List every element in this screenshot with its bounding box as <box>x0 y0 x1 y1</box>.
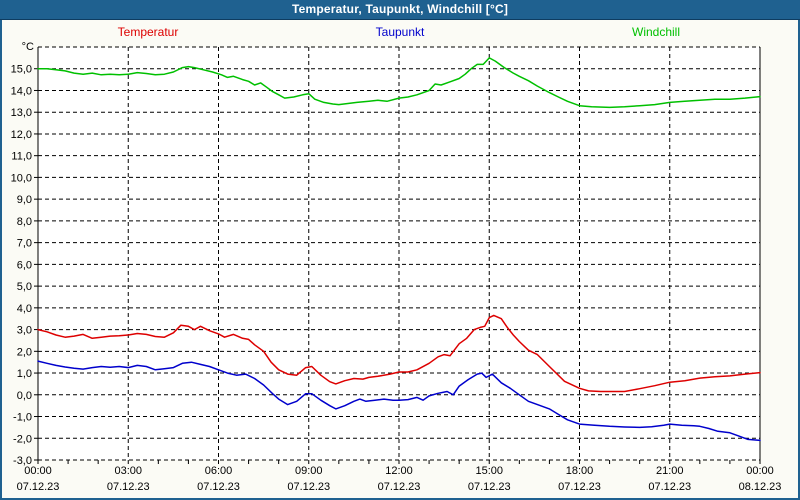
x-tick-time-label: 00:00 <box>24 465 52 477</box>
y-tick-label: -2,0 <box>13 433 32 445</box>
y-tick-label: 11,0 <box>11 151 32 163</box>
x-tick-date-label: 07.12.23 <box>648 481 691 493</box>
y-axis-unit-label: °C <box>21 41 34 53</box>
x-tick-date-label: 08.12.23 <box>739 481 782 493</box>
x-tick-date-label: 07.12.23 <box>558 481 601 493</box>
x-tick-time-label: 15:00 <box>475 465 503 477</box>
y-tick-label: 6,0 <box>17 259 32 271</box>
legend-item-temperatur: Temperatur <box>117 25 179 39</box>
legend-item-taupunkt: Taupunkt <box>375 25 425 39</box>
y-tick-label: 13,0 <box>11 107 32 119</box>
y-tick-label: 2,0 <box>17 346 32 358</box>
y-tick-label: 12,0 <box>11 129 32 141</box>
x-tick-date-label: 07.12.23 <box>197 481 240 493</box>
y-tick-label: 4,0 <box>17 303 32 315</box>
y-tick-label: 8,0 <box>17 216 32 228</box>
x-tick-date-label: 07.12.23 <box>107 481 150 493</box>
y-tick-label: 15,0 <box>11 64 32 76</box>
series-line-taupunkt <box>37 360 761 442</box>
y-tick-label: 1,0 <box>17 368 32 380</box>
x-tick-time-label: 21:00 <box>656 465 684 477</box>
x-tick-date-label: 07.12.23 <box>287 481 330 493</box>
y-tick-label: 14,0 <box>11 85 32 97</box>
x-tick-time-label: 12:00 <box>385 465 413 477</box>
series-line-windchill <box>37 57 761 109</box>
title-bar: Temperatur, Taupunkt, Windchill [°C] <box>0 0 800 20</box>
series-line-temperatur <box>37 314 761 393</box>
legend-item-windchill: Windchill <box>631 25 681 39</box>
y-tick-label: 9,0 <box>17 194 32 206</box>
x-tick-date-label: 07.12.23 <box>378 481 421 493</box>
x-tick-time-label: 09:00 <box>295 465 323 477</box>
x-tick-time-label: 03:00 <box>114 465 142 477</box>
y-tick-label: 7,0 <box>17 238 32 250</box>
x-tick-time-label: 00:00 <box>746 465 774 477</box>
y-tick-label: 10,0 <box>11 172 32 184</box>
x-tick-time-label: 06:00 <box>205 465 233 477</box>
y-tick-label: -3,0 <box>13 455 32 467</box>
y-tick-label: 5,0 <box>17 281 32 293</box>
x-tick-date-label: 07.12.23 <box>17 481 60 493</box>
y-tick-label: 3,0 <box>17 325 32 337</box>
y-tick-label: 0,0 <box>17 390 32 402</box>
x-tick-time-label: 18:00 <box>566 465 594 477</box>
x-tick-date-label: 07.12.23 <box>468 481 511 493</box>
chart-title: Temperatur, Taupunkt, Windchill [°C] <box>291 2 509 16</box>
y-tick-label: -1,0 <box>13 412 32 424</box>
